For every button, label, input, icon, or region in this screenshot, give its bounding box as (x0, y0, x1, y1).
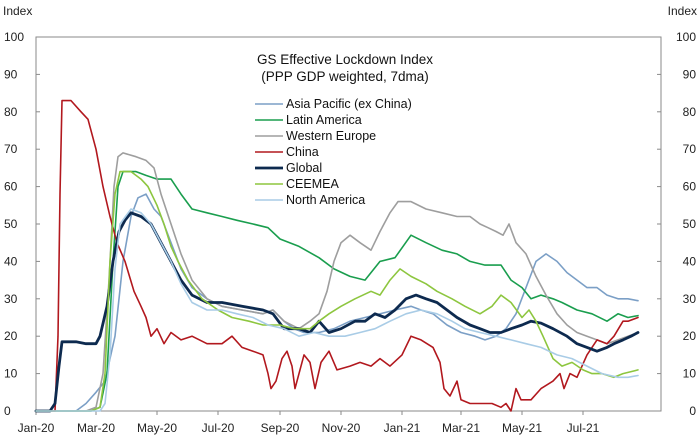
x-tick-label: Jan-20 (18, 421, 55, 435)
y-axis-left: 0 10 20 30 40 50 60 70 80 90 100 (4, 30, 40, 418)
legend-label-latin-america: Latin America (286, 113, 362, 127)
y-tick-label-left: 70 (4, 142, 18, 156)
x-tick-label: Jul-20 (202, 421, 235, 435)
y-tick-label-left: 40 (4, 254, 18, 268)
x-tick-label: Mar-20 (77, 421, 115, 435)
series-line-ceemea (35, 170, 639, 412)
y-tick-label-left: 20 (4, 329, 18, 343)
legend-label-north-america: North America (286, 193, 365, 207)
left-axis-unit-label: Index (3, 4, 32, 18)
chart-subtitle: (PPP GDP weighted, 7dma) (261, 69, 429, 84)
legend-label-global: Global (286, 161, 322, 175)
y-tick-label-left: 80 (4, 105, 18, 119)
y-tick-label-left: 50 (4, 217, 18, 231)
x-tick-label: Jan-21 (384, 421, 421, 435)
legend-label-asia-pacific-ex-china: Asia Pacific (ex China) (286, 97, 412, 111)
x-tick-label: Jul-21 (567, 421, 600, 435)
series-line-asia-pacific-ex-china (35, 193, 639, 412)
y-tick-label-right: 10 (683, 367, 697, 381)
legend: Asia Pacific (ex China) Latin America West… (255, 97, 412, 207)
y-tick-label-right: 60 (683, 180, 697, 194)
y-tick-label-right: 90 (683, 67, 697, 81)
y-tick-label-right: 50 (683, 217, 697, 231)
y-tick-label-right: 0 (689, 404, 696, 418)
series-line-western-europe (35, 152, 639, 412)
y-tick-label-right: 70 (683, 142, 697, 156)
y-axis-right: 0 10 20 30 40 50 60 70 80 90 100 (657, 30, 696, 418)
x-tick-label: Nov-20 (322, 421, 361, 435)
y-tick-label-right: 20 (683, 329, 697, 343)
y-tick-label-left: 60 (4, 180, 18, 194)
legend-label-ceemea: CEEMEA (286, 177, 339, 191)
x-axis: Jan-20 Mar-20 May-20 Jul-20 Sep-20 Nov-20 Jan-… (18, 411, 600, 435)
y-tick-label-right: 30 (683, 292, 697, 306)
x-tick-label: Mar-21 (442, 421, 480, 435)
x-tick-label: May-20 (137, 421, 177, 435)
y-tick-label-left: 0 (4, 404, 11, 418)
y-tick-label-left: 90 (4, 67, 18, 81)
series-line-global (34, 211, 640, 413)
legend-label-china: China (286, 145, 319, 159)
y-tick-label-left: 10 (4, 367, 18, 381)
y-tick-label-right: 80 (683, 105, 697, 119)
series-lines (34, 99, 640, 413)
y-tick-label-left: 30 (4, 292, 18, 306)
y-tick-label-left: 100 (4, 30, 24, 44)
series-line-north-america (35, 208, 639, 412)
legend-label-western-europe: Western Europe (286, 129, 376, 143)
x-tick-label: Sep-20 (261, 421, 300, 435)
y-tick-label-right: 100 (676, 30, 696, 44)
y-tick-label-right: 40 (683, 254, 697, 268)
series-line-latin-america (35, 170, 639, 412)
chart-title: GS Effective Lockdown Index (257, 52, 433, 67)
x-tick-label: May-21 (502, 421, 542, 435)
right-axis-unit-label: Index (668, 4, 697, 18)
series-line-china (35, 99, 639, 412)
